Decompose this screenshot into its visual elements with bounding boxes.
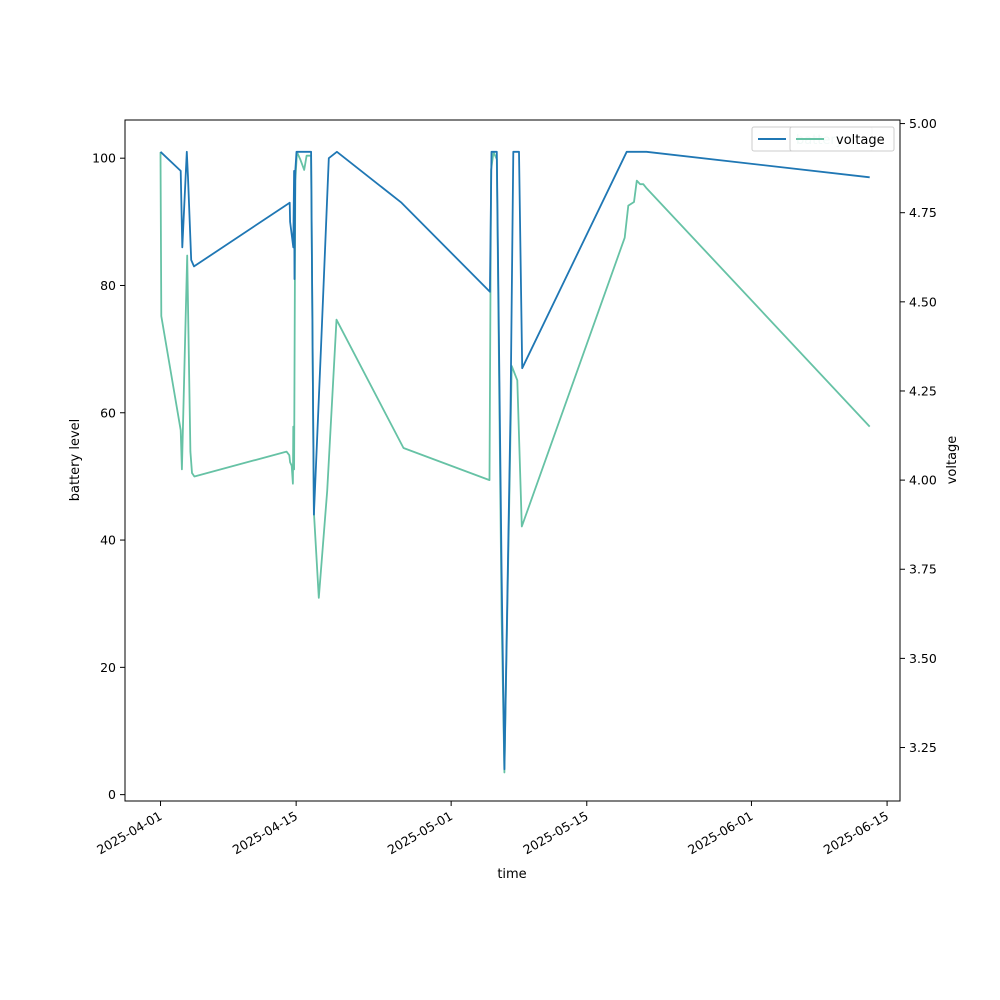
legend-voltage-label: voltage (836, 133, 885, 148)
y2-tick-label: 4.50 (909, 294, 937, 309)
y-axis-left: 0 20 40 60 80 100 (92, 151, 125, 802)
y-tick-label: 80 (100, 278, 116, 293)
y-axis-title: battery level (68, 419, 83, 502)
y-tick-label: 0 (108, 787, 116, 802)
series-line-battery (159, 150, 870, 771)
y2-tick-label: 3.25 (909, 740, 937, 755)
y-axis-right: 3.25 3.50 3.75 4.00 4.25 4.50 4.75 5.00 (900, 116, 937, 755)
plot-frame (124, 119, 901, 802)
x-axis-title: time (497, 867, 526, 882)
y-tick-label: 20 (100, 660, 116, 675)
legend-voltage-frame (789, 126, 895, 152)
legend-voltage: voltage (789, 126, 895, 152)
y2-tick-label: 4.25 (909, 383, 937, 398)
y2-tick-label: 3.75 (909, 562, 937, 577)
y-tick-label: 100 (92, 151, 116, 166)
y-tick-label: 40 (100, 533, 116, 548)
y2-tick-label: 4.75 (909, 205, 937, 220)
series-layer (159, 150, 871, 774)
y-tick-label: 60 (100, 405, 116, 420)
y2-axis-title: voltage (945, 436, 960, 485)
y2-tick-label: 5.00 (909, 116, 937, 131)
y2-tick-label: 3.50 (909, 651, 937, 666)
y2-tick-label: 4.00 (909, 473, 937, 488)
